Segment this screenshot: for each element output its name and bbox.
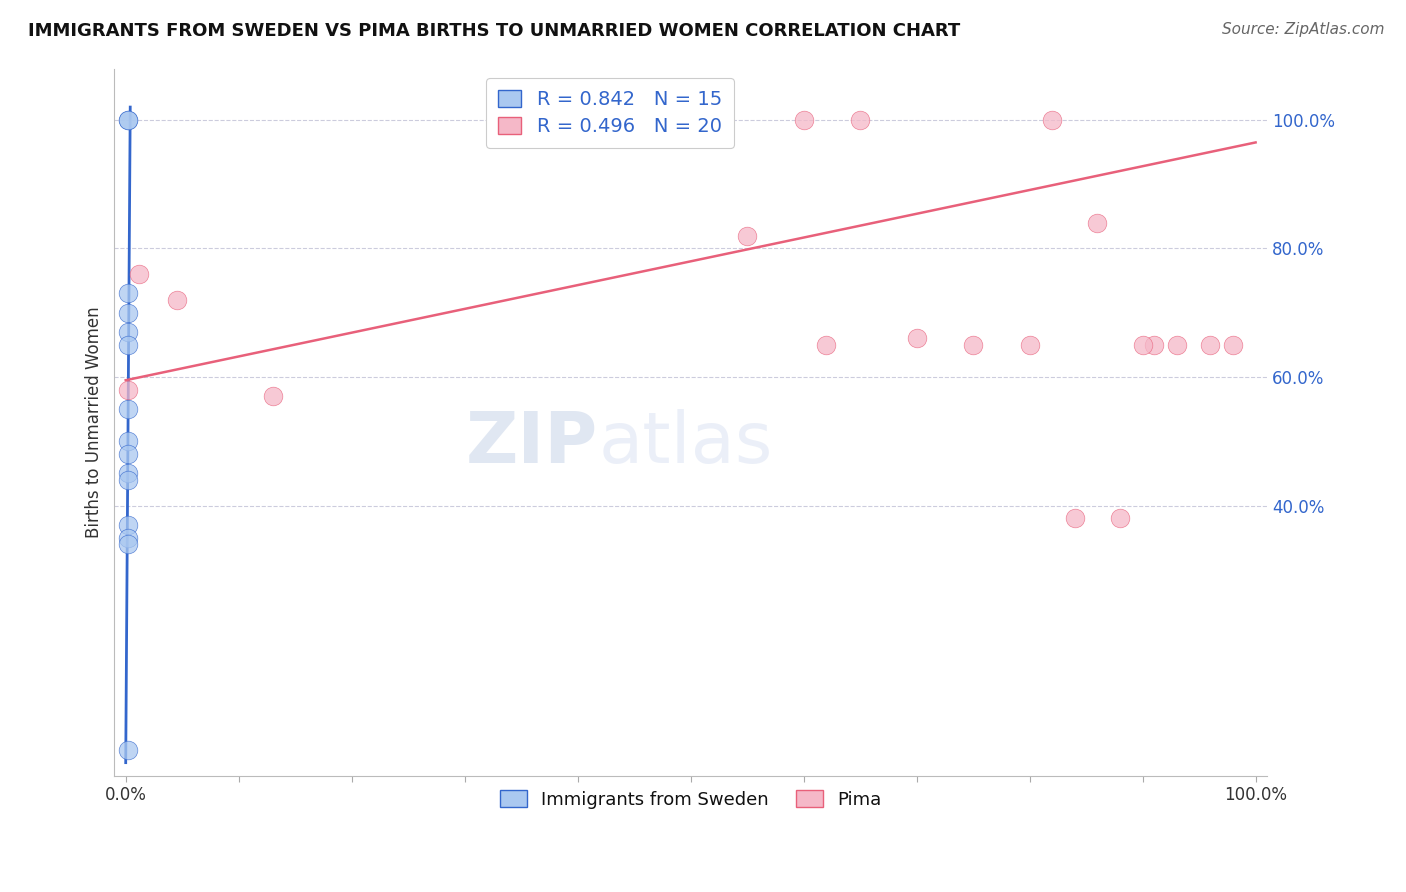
Point xyxy=(1040,112,1063,127)
Point xyxy=(117,447,139,461)
Point xyxy=(962,338,984,352)
Point xyxy=(117,537,139,551)
Point xyxy=(117,325,139,339)
Point xyxy=(1018,338,1040,352)
Point xyxy=(1143,338,1166,352)
Point xyxy=(117,467,139,481)
Point xyxy=(262,389,284,403)
Point xyxy=(117,434,139,449)
Point xyxy=(117,112,139,127)
Point xyxy=(117,112,139,127)
Point xyxy=(1109,511,1132,525)
Point xyxy=(1132,338,1154,352)
Point xyxy=(117,286,139,301)
Point xyxy=(166,293,188,307)
Point xyxy=(1063,511,1085,525)
Point xyxy=(849,112,872,127)
Point xyxy=(117,473,139,487)
Point xyxy=(735,228,758,243)
Point xyxy=(1222,338,1244,352)
Text: Source: ZipAtlas.com: Source: ZipAtlas.com xyxy=(1222,22,1385,37)
Point xyxy=(793,112,815,127)
Point xyxy=(905,331,928,345)
Y-axis label: Births to Unmarried Women: Births to Unmarried Women xyxy=(86,306,103,538)
Point xyxy=(1087,216,1109,230)
Legend: Immigrants from Sweden, Pima: Immigrants from Sweden, Pima xyxy=(492,783,889,816)
Point xyxy=(117,338,139,352)
Point xyxy=(117,743,139,757)
Point xyxy=(117,402,139,417)
Point xyxy=(117,531,139,545)
Point xyxy=(117,517,139,532)
Point xyxy=(1199,338,1222,352)
Point xyxy=(128,267,150,281)
Point xyxy=(117,383,139,397)
Point xyxy=(815,338,838,352)
Point xyxy=(117,306,139,320)
Text: IMMIGRANTS FROM SWEDEN VS PIMA BIRTHS TO UNMARRIED WOMEN CORRELATION CHART: IMMIGRANTS FROM SWEDEN VS PIMA BIRTHS TO… xyxy=(28,22,960,40)
Text: atlas: atlas xyxy=(599,409,773,478)
Point xyxy=(1166,338,1188,352)
Text: ZIP: ZIP xyxy=(467,409,599,478)
